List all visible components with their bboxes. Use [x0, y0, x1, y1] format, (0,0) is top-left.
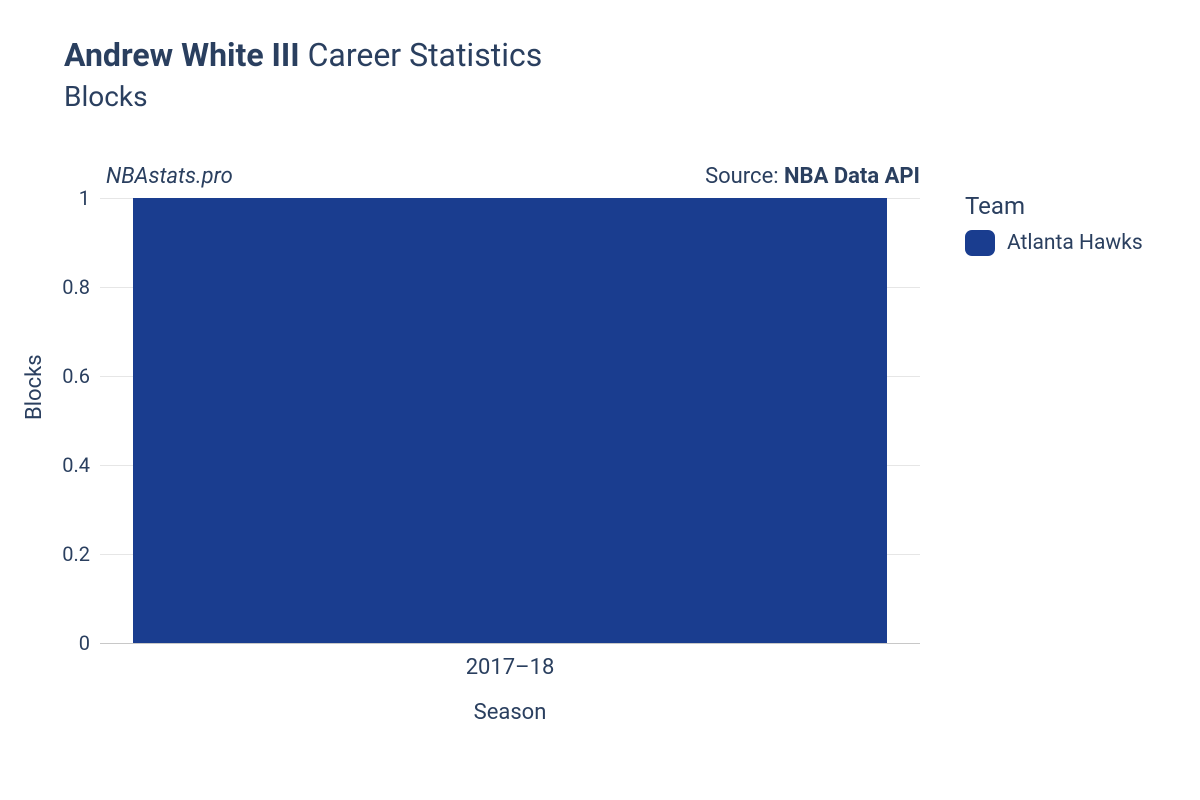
- source-attribution: Source: NBA Data API: [705, 164, 920, 189]
- y-tick-label: 0.4: [30, 453, 90, 477]
- source-name: NBA Data API: [784, 164, 920, 189]
- legend-swatch: [965, 230, 995, 256]
- watermark: NBAstats.pro: [106, 164, 233, 189]
- title-player: Andrew White III: [64, 36, 300, 74]
- y-axis-label: Blocks: [22, 354, 47, 420]
- chart-subtitle: Blocks: [64, 80, 542, 113]
- title-suffix: Career Statistics: [308, 36, 543, 74]
- legend-label: Atlanta Hawks: [1007, 231, 1143, 255]
- source-prefix: Source:: [705, 164, 784, 189]
- y-tick-label: 0.8: [30, 275, 90, 299]
- legend-title: Team: [965, 192, 1143, 220]
- bar: [133, 198, 887, 643]
- legend-items: Atlanta Hawks: [965, 230, 1143, 256]
- y-tick-label: 1: [30, 186, 90, 210]
- legend: Team Atlanta Hawks: [965, 192, 1143, 256]
- y-tick-label: 0: [30, 631, 90, 655]
- plot-area: 00.20.40.60.812017–18: [100, 198, 920, 643]
- legend-item: Atlanta Hawks: [965, 230, 1143, 256]
- gridline: [100, 643, 920, 644]
- title-block: Andrew White III Career Statistics Block…: [64, 36, 542, 113]
- chart-container: Andrew White III Career Statistics Block…: [0, 0, 1200, 800]
- y-tick-label: 0.2: [30, 542, 90, 566]
- x-tick-label: 2017–18: [466, 655, 555, 680]
- chart-title: Andrew White III Career Statistics: [64, 36, 542, 74]
- x-axis-label: Season: [100, 700, 920, 725]
